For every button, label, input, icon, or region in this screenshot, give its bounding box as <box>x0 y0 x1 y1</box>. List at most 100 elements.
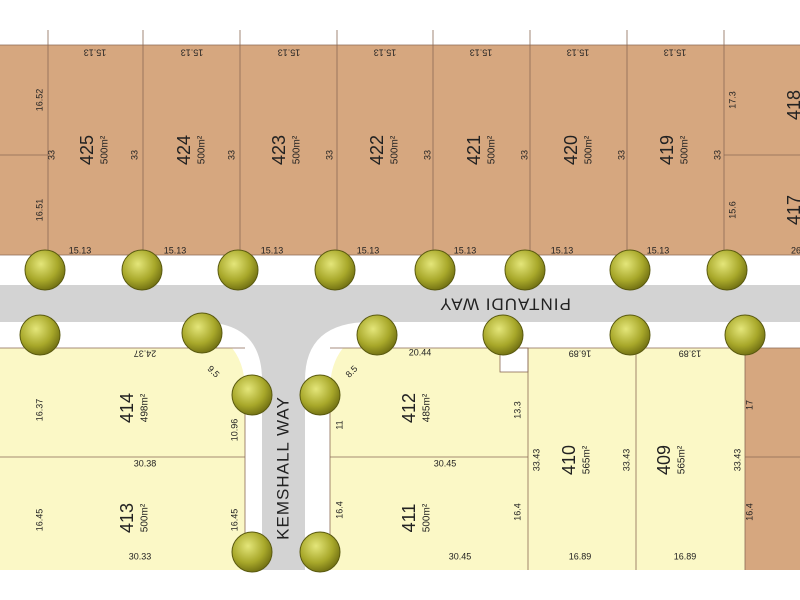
tree <box>231 531 273 573</box>
dimension: 33 <box>324 150 334 160</box>
dimension: 16.89 <box>569 551 592 561</box>
tree <box>724 314 766 356</box>
dimension: 16.51 <box>34 199 44 222</box>
lot-number: 422 <box>367 135 387 165</box>
lots-bottom <box>0 348 745 570</box>
lot-number: 413 <box>117 503 137 533</box>
dimension: 15.13 <box>164 245 187 255</box>
dimension: 11 <box>334 420 344 429</box>
dimension: 33 <box>712 150 722 160</box>
dimension: 26 <box>791 245 800 255</box>
dimension: 15.13 <box>181 48 204 58</box>
lot-area: 500m² <box>584 135 595 164</box>
lot-area: 500m² <box>422 503 433 532</box>
dimension: 17.3 <box>727 91 737 109</box>
tree <box>181 312 223 354</box>
street-name: PINTAUDI WAY <box>439 295 571 314</box>
lot-area: 500m² <box>292 135 303 164</box>
dimension: 15.13 <box>551 245 574 255</box>
lot-area: 500m² <box>487 135 498 164</box>
lot-area: 500m² <box>140 503 151 532</box>
lot-number: 424 <box>174 135 194 165</box>
lot-area: 498m² <box>140 393 151 422</box>
lot-number: 410 <box>559 445 579 475</box>
dimension: 33.43 <box>531 449 541 472</box>
dimension: 15.6 <box>727 201 737 219</box>
dimension: 16.89 <box>569 349 592 359</box>
base <box>0 30 800 570</box>
dimension: 15.13 <box>664 48 687 58</box>
lot-area: 565m² <box>582 445 593 474</box>
lot-number: 423 <box>269 135 289 165</box>
tree <box>609 314 651 356</box>
road <box>0 285 800 322</box>
dimension: 33 <box>422 150 432 160</box>
lot-number: 417 <box>784 195 800 225</box>
dimension: 30.45 <box>434 458 457 468</box>
lot-number: 414 <box>117 393 137 423</box>
lot-corner <box>745 348 800 570</box>
tree <box>299 531 341 573</box>
dimension: 17 <box>744 400 754 410</box>
tree <box>299 374 341 416</box>
tree <box>609 249 651 291</box>
dimension: 15.13 <box>278 48 301 58</box>
dimension: 16.4 <box>512 503 522 521</box>
lot-area: 565m² <box>677 445 688 474</box>
dimension: 24.37 <box>134 349 157 359</box>
tree <box>482 314 524 356</box>
tree <box>24 249 66 291</box>
lot-number: 418 <box>784 90 800 120</box>
dimension: 15.13 <box>357 245 380 255</box>
dimension: 15.13 <box>261 245 284 255</box>
lot-number: 425 <box>77 135 97 165</box>
lot-number: 421 <box>464 135 484 165</box>
tree <box>121 249 163 291</box>
lot-number: 412 <box>399 393 419 423</box>
lots-top <box>0 45 800 255</box>
tree <box>217 249 259 291</box>
dimension: 33 <box>616 150 626 160</box>
dimension: 33 <box>519 150 529 160</box>
dimension: 16.37 <box>34 399 44 422</box>
lot-area: 500m² <box>197 135 208 164</box>
tree <box>706 249 748 291</box>
dimension: 33 <box>226 150 236 160</box>
lot-number: 409 <box>654 445 674 475</box>
tree <box>314 249 356 291</box>
dimension: 10.96 <box>229 419 239 442</box>
tree <box>414 249 456 291</box>
lot-number: 419 <box>657 135 677 165</box>
tree <box>231 374 273 416</box>
street-name: KEMSHALL WAY <box>273 396 292 540</box>
dimension: 33.43 <box>732 449 742 472</box>
dimension: 16.52 <box>34 89 44 112</box>
tree <box>19 314 61 356</box>
dimension: 33.43 <box>621 449 631 472</box>
lot-area: 500m² <box>390 135 401 164</box>
dimension: 33 <box>129 150 139 160</box>
dimension: 15.13 <box>84 48 107 58</box>
dimension: 15.13 <box>567 48 590 58</box>
dimension: 13.89 <box>679 349 702 359</box>
dimension: 13.3 <box>512 401 522 419</box>
dimension: 15.13 <box>470 48 493 58</box>
dimension: 33 <box>46 150 56 160</box>
dimension: 20.44 <box>409 347 432 357</box>
lot-boundaries <box>0 30 800 570</box>
dimension: 16.4 <box>744 503 754 521</box>
lot-number: 420 <box>561 135 581 165</box>
dimension: 15.13 <box>454 245 477 255</box>
dimension: 15.13 <box>69 245 92 255</box>
kemshall-road <box>200 322 370 570</box>
lot-area: 485m² <box>422 393 433 422</box>
tree <box>504 249 546 291</box>
dimension: 30.38 <box>134 458 157 468</box>
lot-area: 500m² <box>100 135 111 164</box>
lot-area: 500m² <box>680 135 691 164</box>
lot-number: 411 <box>399 504 419 533</box>
dimension: 15.13 <box>647 245 670 255</box>
dimension: 30.33 <box>129 551 152 561</box>
